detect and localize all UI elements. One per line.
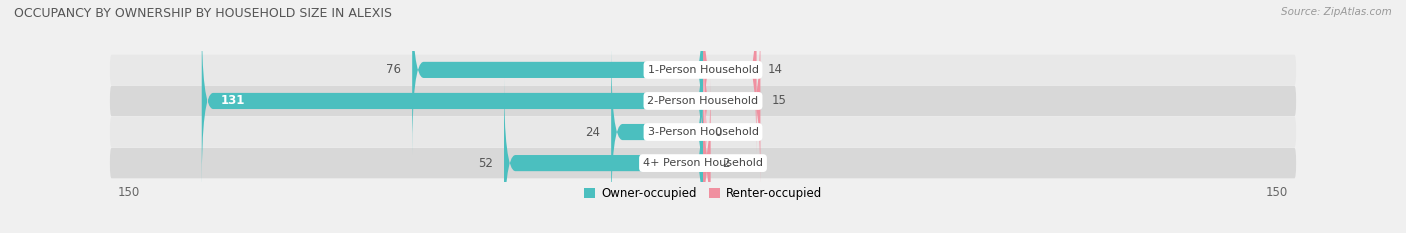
- Text: 76: 76: [385, 63, 401, 76]
- Text: 131: 131: [221, 94, 245, 107]
- Text: OCCUPANCY BY OWNERSHIP BY HOUSEHOLD SIZE IN ALEXIS: OCCUPANCY BY OWNERSHIP BY HOUSEHOLD SIZE…: [14, 7, 392, 20]
- Text: 2-Person Household: 2-Person Household: [647, 96, 759, 106]
- Text: 52: 52: [478, 157, 492, 170]
- FancyBboxPatch shape: [412, 0, 703, 155]
- FancyBboxPatch shape: [703, 16, 761, 186]
- FancyBboxPatch shape: [703, 0, 756, 155]
- FancyBboxPatch shape: [110, 86, 1296, 116]
- Text: 15: 15: [772, 94, 787, 107]
- Text: 1-Person Household: 1-Person Household: [648, 65, 758, 75]
- Text: 2: 2: [723, 157, 730, 170]
- Text: 14: 14: [768, 63, 783, 76]
- Text: 0: 0: [714, 126, 721, 139]
- Text: 3-Person Household: 3-Person Household: [648, 127, 758, 137]
- FancyBboxPatch shape: [110, 55, 1296, 85]
- Text: 4+ Person Household: 4+ Person Household: [643, 158, 763, 168]
- FancyBboxPatch shape: [612, 47, 703, 217]
- FancyBboxPatch shape: [110, 148, 1296, 178]
- FancyBboxPatch shape: [693, 47, 714, 217]
- Text: 24: 24: [585, 126, 600, 139]
- FancyBboxPatch shape: [699, 78, 714, 233]
- FancyBboxPatch shape: [503, 78, 703, 233]
- FancyBboxPatch shape: [201, 16, 703, 186]
- Text: Source: ZipAtlas.com: Source: ZipAtlas.com: [1281, 7, 1392, 17]
- FancyBboxPatch shape: [110, 117, 1296, 147]
- Legend: Owner-occupied, Renter-occupied: Owner-occupied, Renter-occupied: [579, 182, 827, 205]
